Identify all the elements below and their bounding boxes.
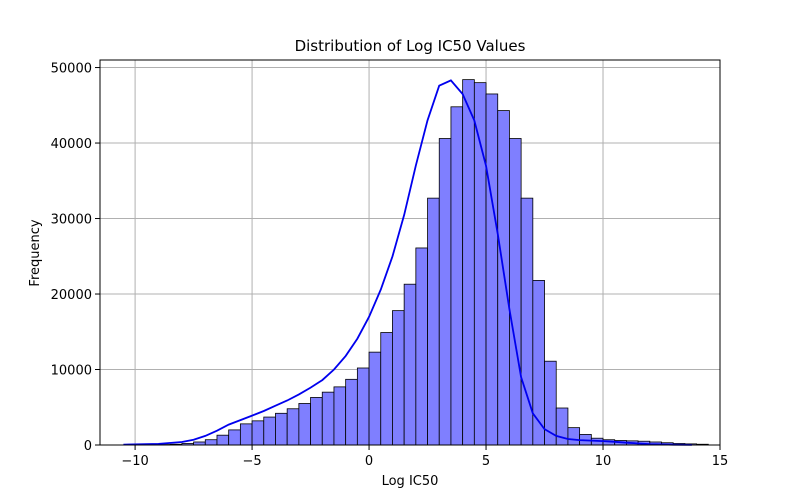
- y-tick-label: 50000: [51, 62, 92, 77]
- histogram-bar: [403, 283, 417, 446]
- kde-curve-layer: [123, 79, 692, 446]
- histogram-bars: [122, 79, 709, 446]
- histogram-bar: [333, 386, 347, 446]
- histogram-bar: [462, 79, 475, 446]
- histogram-bar: [298, 403, 311, 446]
- histogram-bar: [228, 429, 241, 446]
- y-tick-label: 30000: [51, 213, 92, 228]
- chart-title: Distribution of Log IC50 Values: [295, 37, 526, 55]
- x-tick-label: 0: [365, 454, 373, 469]
- histogram-bar: [380, 332, 393, 446]
- histogram-bar: [286, 408, 300, 446]
- y-axis-label: Frequency: [28, 219, 43, 286]
- histogram-bar: [216, 434, 230, 446]
- x-tick-label: −5: [242, 454, 261, 469]
- x-tick-label: 5: [482, 454, 490, 469]
- histogram-bar: [251, 420, 265, 446]
- plot-frame: [99, 59, 721, 446]
- histogram-bar: [427, 197, 440, 446]
- x-tick-label: −10: [121, 454, 148, 469]
- y-tick-label: 20000: [51, 288, 92, 303]
- histogram-bar: [263, 416, 276, 446]
- y-tick-label: 0: [84, 439, 92, 454]
- histogram-bar: [567, 427, 581, 446]
- x-tick-label: 15: [712, 454, 729, 469]
- x-axis-ticks: −10 −5 0 5 10 15: [121, 445, 728, 469]
- histogram-bar: [356, 367, 370, 446]
- histogram-bar: [497, 110, 510, 446]
- histogram-bar: [239, 423, 253, 446]
- histogram-bar: [450, 106, 464, 446]
- y-tick-label: 10000: [51, 364, 92, 379]
- histogram-bar: [415, 247, 428, 446]
- histogram-bar: [438, 138, 452, 446]
- y-axis-ticks: 0 10000 20000 30000 40000 50000: [51, 62, 100, 454]
- histogram-bar: [321, 391, 335, 446]
- kde-curve: [123, 79, 692, 446]
- histogram-bar: [310, 397, 323, 446]
- x-axis-label: Log IC50: [382, 474, 439, 489]
- histogram-bar: [275, 412, 288, 446]
- histogram-bar: [345, 378, 358, 446]
- histogram-bar: [204, 439, 218, 446]
- histogram-bar: [473, 82, 487, 446]
- histogram-bar: [392, 310, 405, 446]
- histogram-bar: [368, 351, 382, 446]
- histogram-bar: [509, 138, 522, 446]
- y-tick-label: 40000: [51, 137, 92, 152]
- histogram-bar: [485, 93, 499, 446]
- x-tick-label: 10: [595, 454, 612, 469]
